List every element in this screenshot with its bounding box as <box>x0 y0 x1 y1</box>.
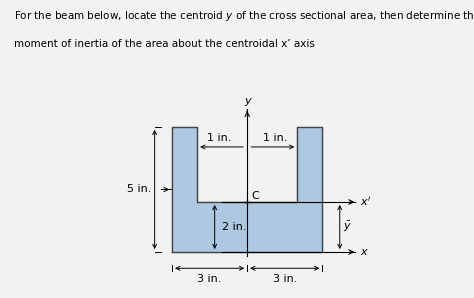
Text: $x$: $x$ <box>360 247 369 257</box>
Text: 1 in.: 1 in. <box>208 133 232 143</box>
Text: y: y <box>244 96 251 106</box>
Text: 1 in.: 1 in. <box>263 133 287 143</box>
Text: 3 in.: 3 in. <box>273 274 297 284</box>
Text: 2 in.: 2 in. <box>222 222 246 232</box>
Text: $x'$: $x'$ <box>360 195 371 209</box>
Text: C: C <box>252 191 259 201</box>
Text: 3 in.: 3 in. <box>198 274 222 284</box>
Polygon shape <box>172 127 322 252</box>
Text: moment of inertia of the area about the centroidal x’ axis: moment of inertia of the area about the … <box>14 39 315 49</box>
Text: 5 in.: 5 in. <box>127 184 152 195</box>
Text: $\bar{y}$: $\bar{y}$ <box>343 220 352 234</box>
Text: For the beam below, locate the centroid $\it{y}$ of the cross sectional area, th: For the beam below, locate the centroid … <box>14 9 474 23</box>
